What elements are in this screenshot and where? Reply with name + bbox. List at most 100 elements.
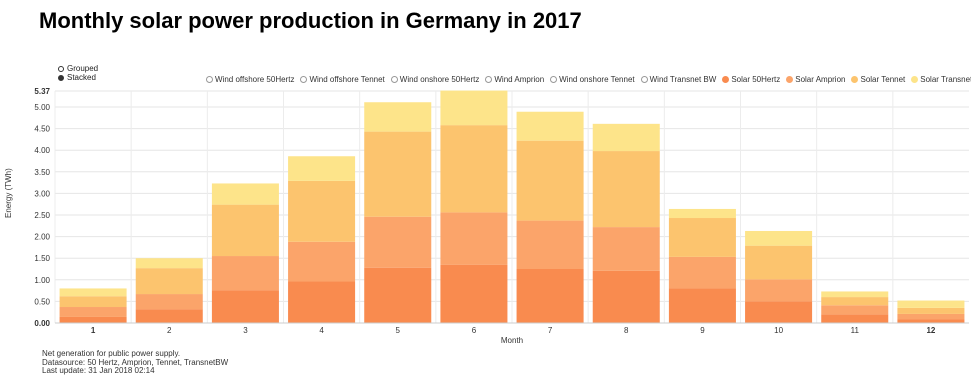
- legend-item[interactable]: Wind offshore 50Hertz: [206, 75, 294, 84]
- bar-segment: [745, 279, 813, 302]
- x-tick-label: 12: [926, 326, 935, 335]
- bar-segment: [516, 268, 584, 323]
- legend-label: Solar Tennet: [860, 75, 906, 84]
- bar-segment: [668, 208, 736, 219]
- bar-segment: [440, 212, 508, 265]
- bar-segment: [59, 288, 127, 297]
- y-tick-label: 3.00: [34, 189, 50, 198]
- bar-segment: [592, 227, 660, 271]
- stacked-radio[interactable]: Stacked: [58, 73, 98, 82]
- bar-segment: [59, 296, 127, 308]
- bar-segment: [897, 313, 965, 320]
- bar-segment: [135, 309, 203, 323]
- y-tick-label: 4.00: [34, 146, 50, 155]
- x-tick-label: 10: [774, 326, 783, 335]
- legend-swatch-icon: [786, 76, 794, 83]
- bar-segment: [745, 245, 813, 280]
- bar-segment: [59, 307, 127, 317]
- legend-item[interactable]: Solar Tennet: [851, 75, 905, 84]
- legend-swatch-icon: [390, 76, 398, 83]
- x-tick-label: 7: [548, 326, 553, 335]
- legend-label: Wind Transnet BW: [649, 75, 717, 84]
- bar-segment: [440, 90, 508, 126]
- legend-item[interactable]: Wind onshore Tennet: [550, 75, 635, 84]
- bar-segment: [288, 180, 356, 242]
- x-tick-label: 3: [243, 326, 248, 335]
- bar-segment: [211, 183, 279, 205]
- chart-legend: Wind offshore 50Hertz Wind offshore Tenne…: [206, 75, 971, 84]
- legend-swatch-icon: [911, 76, 919, 83]
- y-tick-label: 1.50: [34, 254, 50, 263]
- bar-segment: [821, 291, 889, 298]
- bar-segment: [821, 305, 889, 315]
- bar-segment: [821, 314, 889, 323]
- legend-swatch-icon: [550, 76, 558, 83]
- bar-segment: [364, 267, 432, 323]
- bar-segment: [135, 268, 203, 295]
- bar-segment: [668, 288, 736, 323]
- bar-segment: [668, 218, 736, 257]
- bar-segment: [288, 156, 356, 181]
- bar-segment: [745, 301, 813, 323]
- bar-segment: [211, 256, 279, 291]
- legend-swatch-icon: [485, 76, 493, 83]
- legend-label: Wind offshore Tennet: [309, 75, 385, 84]
- legend-label: Wind Amprion: [494, 75, 545, 84]
- legend-label: Solar Transnet BW: [920, 75, 971, 84]
- bar-segment: [288, 241, 356, 282]
- bar-segment: [440, 264, 508, 323]
- bar-segment: [364, 102, 432, 132]
- legend-swatch-icon: [640, 76, 648, 83]
- bar-segment: [516, 220, 584, 269]
- bar-segment: [364, 131, 432, 217]
- bar-segment: [59, 316, 127, 323]
- bar-segment: [668, 256, 736, 289]
- grouped-label: Grouped: [67, 64, 99, 73]
- footnote-note: Net generation for public power supply.: [42, 349, 181, 358]
- footnote-datasource: Datasource: 50 Hertz, Amprion, Tennet, T…: [42, 357, 229, 367]
- x-tick-label: 4: [319, 326, 324, 335]
- bar-segment: [211, 204, 279, 257]
- legend-item[interactable]: Solar Transnet BW: [911, 75, 971, 84]
- legend-label: Wind offshore 50Hertz: [215, 75, 295, 84]
- legend-swatch-icon: [722, 76, 730, 83]
- bar-segment: [211, 290, 279, 323]
- legend-label: Solar Amprion: [795, 75, 846, 84]
- bar-segment: [592, 270, 660, 323]
- grouped-radio[interactable]: Grouped: [58, 64, 98, 73]
- bar-segment: [516, 140, 584, 221]
- legend-item[interactable]: Wind offshore Tennet: [300, 75, 385, 84]
- legend-label: Wind onshore 50Hertz: [399, 75, 480, 84]
- bar-segment: [516, 111, 584, 141]
- bar-segment: [897, 300, 965, 308]
- bar-segment: [135, 294, 203, 310]
- y-tick-label: 4.50: [34, 125, 50, 134]
- y-tick-label: 0.50: [34, 297, 50, 306]
- x-tick-label: 6: [472, 326, 477, 335]
- x-tick-label: 8: [624, 326, 629, 335]
- legend-item[interactable]: Wind Amprion: [485, 75, 544, 84]
- footnote-last-update: Last update: 31 Jan 2018 02:14: [42, 366, 155, 375]
- chart-title: Monthly solar power production in German…: [39, 8, 582, 33]
- radio-checked-icon: [58, 74, 64, 81]
- legend-swatch-icon: [300, 76, 308, 83]
- bar-segment: [440, 125, 508, 213]
- legend-item[interactable]: Wind Transnet BW: [640, 75, 717, 84]
- bar-segment: [592, 151, 660, 228]
- bar-segment: [364, 216, 432, 268]
- legend-label: Wind onshore Tennet: [559, 75, 635, 84]
- footnotes: Net generation for public power supply. …: [42, 349, 229, 376]
- legend-item[interactable]: Solar 50Hertz: [722, 75, 780, 84]
- y-tick-label: 2.50: [34, 211, 50, 220]
- x-tick-label: 9: [700, 326, 705, 335]
- x-tick-label: 1: [91, 326, 96, 335]
- y-tick-label: 1.00: [34, 276, 50, 285]
- x-tick-label: 2: [167, 326, 172, 335]
- bar-segment: [897, 319, 965, 323]
- x-axis-label: Month: [501, 336, 523, 345]
- y-tick-label: 5.37: [34, 87, 50, 96]
- legend-swatch-icon: [206, 76, 213, 83]
- legend-item[interactable]: Solar Amprion: [786, 75, 845, 84]
- legend-item[interactable]: Wind onshore 50Hertz: [390, 75, 480, 84]
- bar-segment: [821, 297, 889, 306]
